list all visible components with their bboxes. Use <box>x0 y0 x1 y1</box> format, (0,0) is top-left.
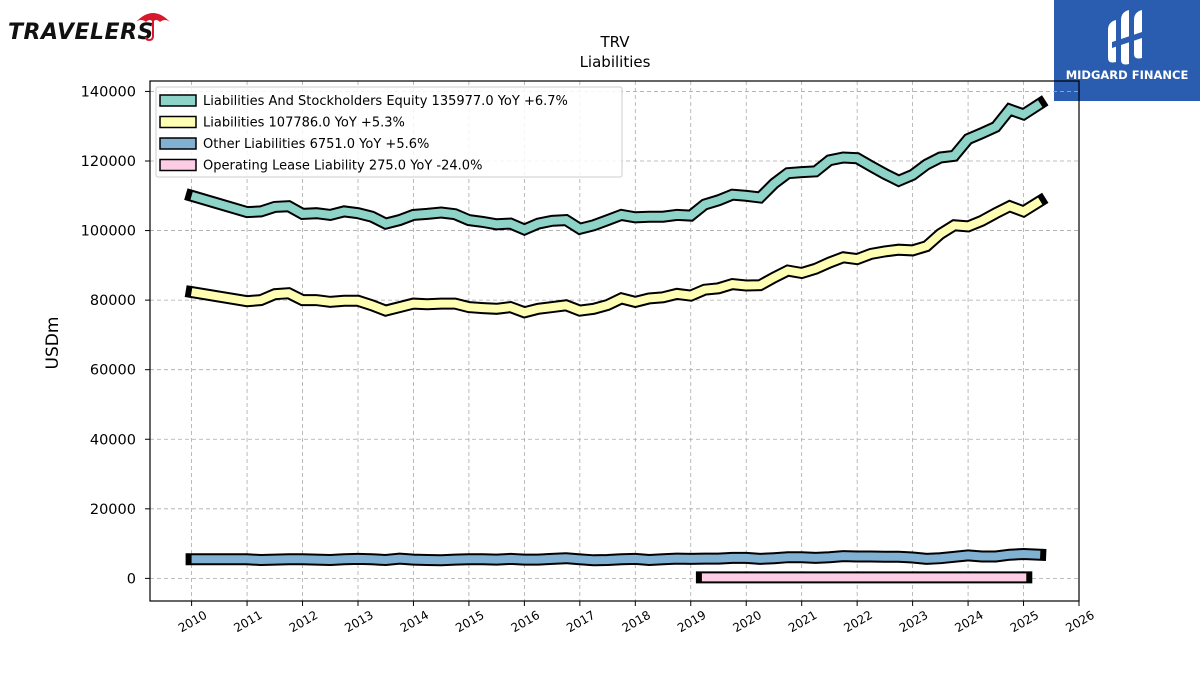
y-tick-label: 0 <box>127 571 136 587</box>
x-tick-label: 2023 <box>897 608 930 635</box>
series-line <box>190 100 1043 234</box>
series-line <box>191 549 1041 565</box>
series-liabilities <box>184 192 1049 319</box>
x-tick-label: 2011 <box>231 608 264 635</box>
y-tick-label: 40000 <box>90 432 136 448</box>
x-tick-label: 2022 <box>841 608 874 635</box>
legend-swatch <box>159 137 197 150</box>
legend-label: Operating Lease Liability 275.0 YoY -24.… <box>203 159 482 174</box>
legend: Liabilities And Stockholders Equity 1359… <box>155 86 623 178</box>
x-tick-label: 2013 <box>342 608 375 635</box>
midgard-finance-logo: MIDGARD FINANCE <box>1054 0 1200 101</box>
travelers-logo-text: TRAVELERS <box>8 20 154 45</box>
x-tick-label: 2021 <box>786 608 819 635</box>
travelers-logo: TRAVELERS <box>8 8 173 48</box>
x-tick-label: 2018 <box>620 608 653 635</box>
legend-label: Liabilities 107786.0 YoY +5.3% <box>203 116 405 131</box>
x-tick-label: 2019 <box>675 608 708 635</box>
legend-swatch <box>159 115 197 129</box>
legend-label: Other Liabilities 6751.0 YoY +5.6% <box>203 137 429 152</box>
x-tick-label: 2016 <box>509 608 542 635</box>
series-other <box>185 547 1047 567</box>
x-tick-label: 2012 <box>287 608 320 635</box>
x-tick-label: 2026 <box>1063 608 1096 635</box>
legend-swatch <box>159 94 197 107</box>
y-tick-label: 20000 <box>90 502 136 518</box>
y-tick-label: 60000 <box>90 363 136 379</box>
series-layer <box>184 95 1049 584</box>
plot-frame <box>149 80 1080 602</box>
series-assets_equity <box>184 95 1049 237</box>
y-axis-label: USDm <box>43 317 63 370</box>
legend-label: Liabilities And Stockholders Equity 1359… <box>203 94 568 109</box>
chart-subtitle: Liabilities <box>580 53 651 71</box>
y-tick-label: 120000 <box>81 154 136 170</box>
umbrella-icon <box>136 13 170 42</box>
midgard-mark-icon <box>1108 10 1142 65</box>
x-tick-label: 2025 <box>1008 608 1041 635</box>
x-tick-label: 2010 <box>176 608 209 635</box>
chart-title: TRV <box>599 33 630 51</box>
series-line <box>190 197 1043 317</box>
y-tick-label: 100000 <box>81 224 136 240</box>
x-tick-label: 2015 <box>453 608 486 635</box>
legend-box <box>155 86 623 178</box>
legend-swatch <box>159 158 197 172</box>
x-tick-label: 2014 <box>398 608 431 635</box>
y-tick-label: 140000 <box>81 84 136 100</box>
midgard-logo-text: MIDGARD FINANCE <box>1065 68 1189 82</box>
y-tick-label: 80000 <box>90 293 136 309</box>
x-tick-label: 2020 <box>730 608 763 635</box>
x-tick-label: 2024 <box>952 608 985 635</box>
x-tick-label: 2017 <box>564 608 597 635</box>
